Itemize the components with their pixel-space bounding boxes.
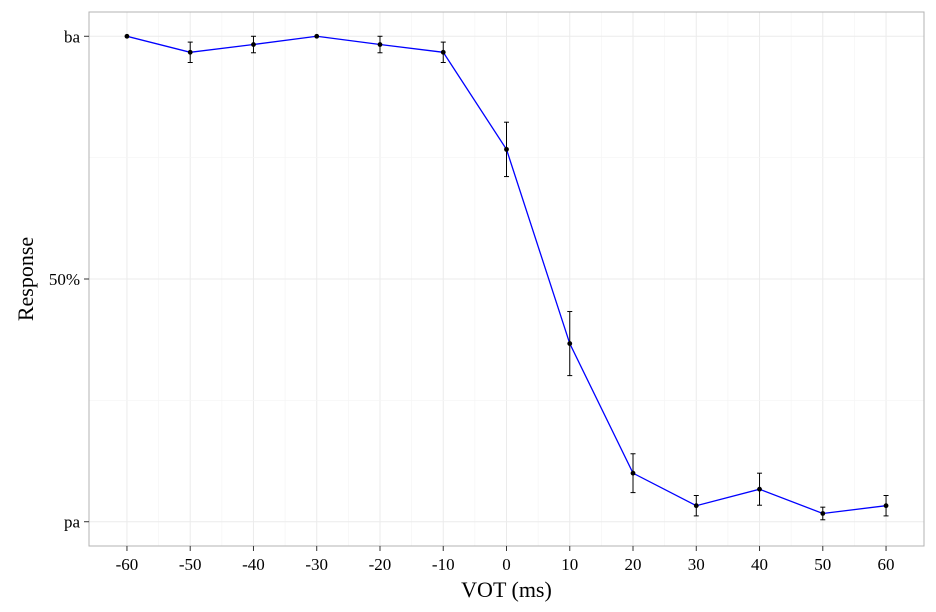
grid-lines [89,12,924,546]
y-tick-label: pa [64,513,81,532]
x-tick-label: -10 [432,555,455,574]
x-axis-ticks: -60 -50 -40 -30 -20 -10 0 10 20 30 40 50 60 [116,546,895,574]
x-tick-label: -30 [305,555,328,574]
data-point [124,33,130,39]
data-point [757,486,762,492]
x-tick-label: 10 [561,555,578,574]
data-point [883,503,889,509]
x-tick-label: 30 [688,555,705,574]
data-point [440,49,446,55]
data-point [693,503,699,509]
data-point [187,49,193,55]
data-point [314,33,320,39]
x-tick-label: 40 [751,555,768,574]
x-axis-title: VOT (ms) [461,577,552,602]
y-tick-label: 50% [49,270,80,289]
x-tick-label: 60 [878,555,895,574]
data-point [630,470,636,476]
y-axis-title: Response [13,237,38,321]
y-tick-label: ba [64,27,81,46]
x-tick-label: 50 [814,555,831,574]
x-tick-label: -60 [116,555,139,574]
data-points [124,33,889,516]
y-axis-ticks: pa 50% ba [49,27,89,532]
data-point [251,42,256,47]
x-tick-label: 0 [502,555,511,574]
data-point [567,341,573,346]
x-tick-label: -20 [369,555,392,574]
x-tick-label: -40 [242,555,265,574]
x-tick-label: -50 [179,555,202,574]
x-tick-label: 20 [625,555,642,574]
data-point [504,146,509,152]
data-point [377,42,383,47]
data-point [820,511,826,516]
